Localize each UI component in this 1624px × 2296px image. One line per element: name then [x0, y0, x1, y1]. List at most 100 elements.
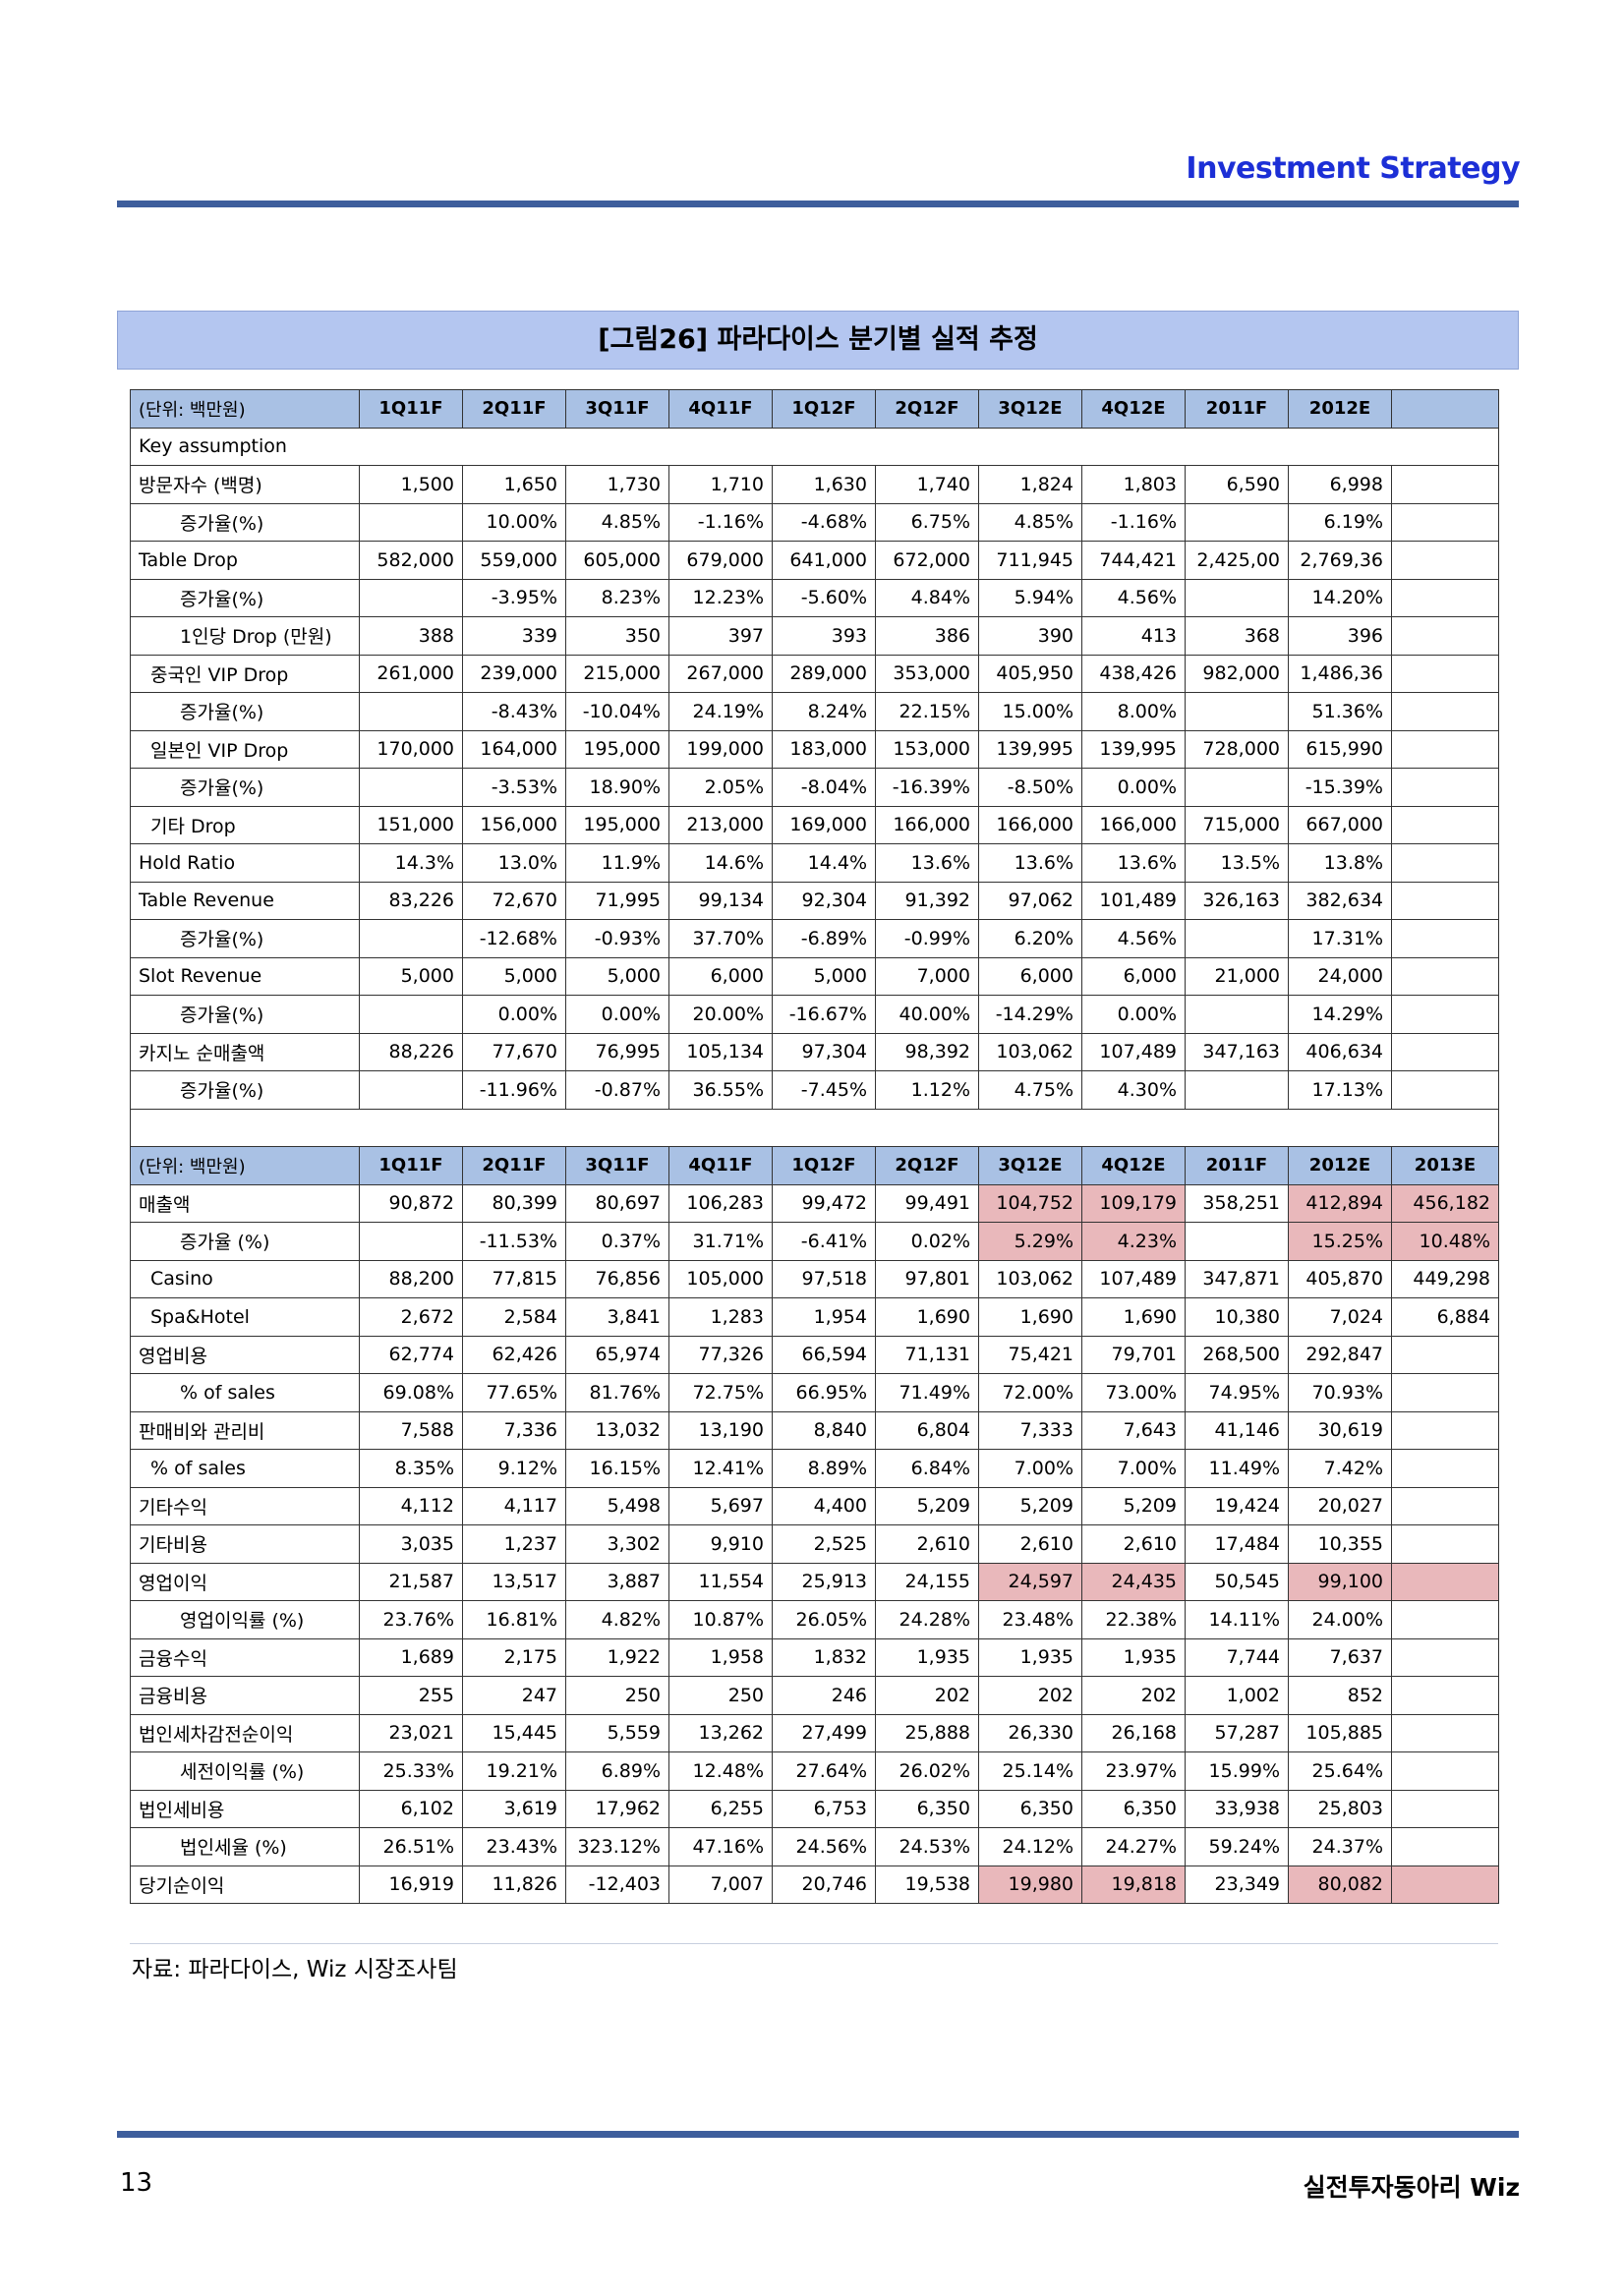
- table-cell: 10.48%: [1391, 1222, 1499, 1261]
- table-cell: -16.67%: [772, 995, 876, 1034]
- table-cell: 24.27%: [1081, 1827, 1186, 1866]
- table-cell: 24.53%: [875, 1827, 979, 1866]
- table-cell: 4,112: [359, 1486, 463, 1525]
- column-header: 2011F: [1185, 1146, 1289, 1185]
- column-header: 1Q12F: [772, 389, 876, 429]
- table-cell: 711,945: [978, 541, 1082, 580]
- table-row: 법인세율 (%) 26.51% 23.43% 323.12% 47.16% 24.56% 2…: [130, 1827, 1499, 1866]
- table-cell: 744,421: [1081, 541, 1186, 580]
- table-cell: 15,445: [462, 1713, 566, 1752]
- table-row: 증가율(%) 0.00% 0.00% 20.00% -16.67% 40.00% -14.2…: [130, 995, 1499, 1034]
- table-cell: 582,000: [359, 541, 463, 580]
- table-cell: [1391, 1486, 1499, 1525]
- table-cell: 1,803: [1081, 465, 1186, 504]
- table-cell: 24,435: [1081, 1562, 1186, 1601]
- table-cell: 166,000: [1081, 805, 1186, 844]
- table-cell: 6.75%: [875, 502, 979, 542]
- table-cell: 17.31%: [1288, 919, 1392, 958]
- table-cell: 641,000: [772, 541, 876, 580]
- table-cell: 88,200: [359, 1259, 463, 1298]
- table-cell: 23.76%: [359, 1600, 463, 1639]
- table-cell: 326,163: [1185, 881, 1289, 920]
- table-cell: 104,752: [978, 1183, 1082, 1223]
- table-cell: 77,670: [462, 1032, 566, 1071]
- table-cell: 9.12%: [462, 1449, 566, 1488]
- footer-brand: 실전투자동아리 Wiz: [1303, 2173, 1520, 2202]
- table-cell: 13.8%: [1288, 843, 1392, 883]
- table-cell: 88,226: [359, 1032, 463, 1071]
- table-cell: 98,392: [875, 1032, 979, 1071]
- column-header: 2012E: [1288, 389, 1392, 429]
- table-cell: 13.6%: [875, 843, 979, 883]
- table-cell: 164,000: [462, 729, 566, 769]
- table-cell: 1,935: [978, 1637, 1082, 1677]
- table-cell: 388: [359, 616, 463, 656]
- table-cell: 22.38%: [1081, 1600, 1186, 1639]
- source-note: 자료: 파라다이스, Wiz 시장조사팀: [132, 1957, 458, 1982]
- table-cell: 139,995: [1081, 729, 1186, 769]
- table-cell: -4.68%: [772, 502, 876, 542]
- table-cell: 37.70%: [668, 919, 773, 958]
- table-cell: 672,000: [875, 541, 979, 580]
- page-number: 13: [120, 2168, 153, 2198]
- table-cell: [1185, 1222, 1289, 1261]
- header-title: Investment Strategy: [1186, 151, 1520, 186]
- table-cell: 1,690: [1081, 1297, 1186, 1337]
- table-cell: 107,489: [1081, 1259, 1186, 1298]
- table-cell: 91,392: [875, 881, 979, 920]
- table-cell: 16,919: [359, 1865, 463, 1904]
- table-cell: 615,990: [1288, 729, 1392, 769]
- table-cell: 14.6%: [668, 843, 773, 883]
- row-label: 기타 Drop: [130, 805, 360, 844]
- table-row: 판매비와 관리비 7,588 7,336 13,032 13,190 8,840 6,804…: [130, 1410, 1499, 1450]
- table-cell: 12.41%: [668, 1449, 773, 1488]
- table-cell: 202: [978, 1676, 1082, 1715]
- table-cell: 77,326: [668, 1335, 773, 1374]
- table-row: 기타 Drop 151,000 156,000 195,000 213,000 169,0…: [130, 805, 1499, 844]
- table-cell: 97,062: [978, 881, 1082, 920]
- table-cell: 4,400: [772, 1486, 876, 1525]
- table-cell: 4.85%: [978, 502, 1082, 542]
- row-label: 법인세차감전순이익: [130, 1713, 360, 1752]
- table-cell: 10.00%: [462, 502, 566, 542]
- table-cell: 2,610: [978, 1524, 1082, 1564]
- table-cell: 139,995: [978, 729, 1082, 769]
- table-cell: [1391, 1827, 1499, 1866]
- table-cell: [1391, 1751, 1499, 1791]
- table-cell: 1,954: [772, 1297, 876, 1337]
- table-cell: 0.00%: [1081, 768, 1186, 807]
- table-cell: 72,670: [462, 881, 566, 920]
- table-cell: [1185, 692, 1289, 731]
- table-cell: 0.00%: [1081, 995, 1186, 1034]
- table-cell: 6,000: [978, 956, 1082, 996]
- table-cell: 4.23%: [1081, 1222, 1186, 1261]
- table-cell: 5,000: [359, 956, 463, 996]
- table-cell: 72.00%: [978, 1373, 1082, 1412]
- column-header: 2Q11F: [462, 1146, 566, 1185]
- row-label: 금융수익: [130, 1637, 360, 1677]
- table-cell: 80,082: [1288, 1865, 1392, 1904]
- table-cell: 1,730: [565, 465, 669, 504]
- table-cell: 382,634: [1288, 881, 1392, 920]
- table-cell: 728,000: [1185, 729, 1289, 769]
- row-label: Table Revenue: [130, 881, 360, 920]
- table-cell: 13,032: [565, 1410, 669, 1450]
- table-cell: 25.64%: [1288, 1751, 1392, 1791]
- table-cell: 353,000: [875, 654, 979, 693]
- table-cell: -3.95%: [462, 578, 566, 617]
- table-cell: [1185, 995, 1289, 1034]
- table-row: Table Drop 582,000 559,000 605,000 679,000 64…: [130, 541, 1499, 580]
- table-cell: 13,190: [668, 1410, 773, 1450]
- column-header: 2Q12F: [875, 1146, 979, 1185]
- table-cell: 7,637: [1288, 1637, 1392, 1677]
- table-cell: 195,000: [565, 729, 669, 769]
- table-cell: 246: [772, 1676, 876, 1715]
- table-cell: 66.95%: [772, 1373, 876, 1412]
- table-cell: 97,304: [772, 1032, 876, 1071]
- table-row: 1인당 Drop (만원) 388 339 350 397 393 386 390 413 368…: [130, 616, 1499, 656]
- table-cell: -1.16%: [1081, 502, 1186, 542]
- table-cell: [1391, 502, 1499, 542]
- figure-title: [그림26] 파라다이스 분기별 실적 추정: [117, 311, 1519, 370]
- table-cell: 57,287: [1185, 1713, 1289, 1752]
- row-label: Key assumption: [130, 427, 1499, 466]
